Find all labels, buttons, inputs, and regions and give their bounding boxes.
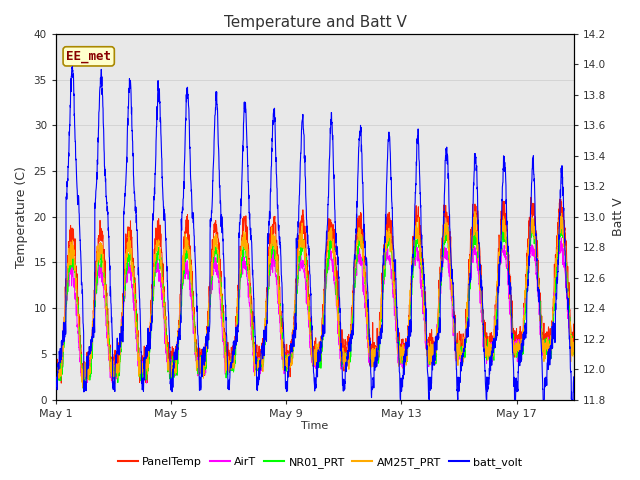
Text: EE_met: EE_met <box>66 50 111 63</box>
Y-axis label: Temperature (C): Temperature (C) <box>15 166 28 268</box>
Title: Temperature and Batt V: Temperature and Batt V <box>223 15 406 30</box>
X-axis label: Time: Time <box>301 421 328 432</box>
Y-axis label: Batt V: Batt V <box>612 197 625 236</box>
Legend: PanelTemp, AirT, NR01_PRT, AM25T_PRT, batt_volt: PanelTemp, AirT, NR01_PRT, AM25T_PRT, ba… <box>113 452 527 472</box>
